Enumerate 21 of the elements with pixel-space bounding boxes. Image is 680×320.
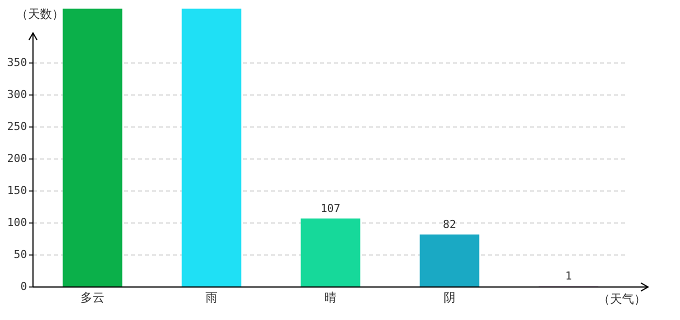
- data-label: 107: [320, 202, 340, 215]
- bar: [300, 218, 360, 286]
- bar: [420, 234, 480, 286]
- x-axis-title: （天气）: [598, 291, 646, 308]
- x-tick-label: 阴: [444, 290, 456, 304]
- x-tick-label: 多云: [80, 290, 104, 304]
- y-tick-label: 150: [7, 184, 27, 197]
- y-tick-label: 300: [7, 88, 27, 101]
- data-label: 1: [565, 270, 572, 283]
- y-tick-label: 200: [7, 152, 27, 165]
- y-tick-label: 0: [20, 280, 27, 293]
- x-tick-label: 雨: [206, 290, 218, 304]
- x-tick-label: 晴: [324, 290, 336, 304]
- data-label: 82: [442, 218, 456, 231]
- bar: [62, 8, 122, 286]
- bar: [182, 8, 242, 286]
- y-tick-label: 350: [7, 56, 27, 69]
- y-tick-label: 100: [7, 216, 27, 229]
- y-tick-label: 50: [14, 248, 27, 261]
- y-axis-title: （天数）: [16, 6, 64, 23]
- y-tick-label: 250: [7, 120, 27, 133]
